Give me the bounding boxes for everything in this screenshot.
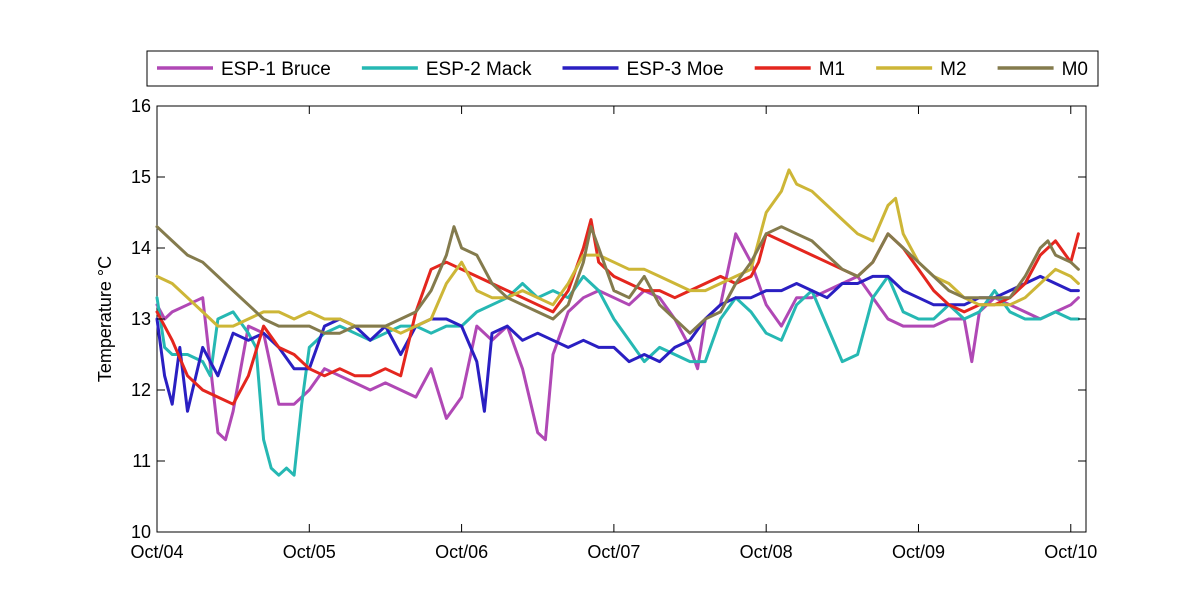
x-axis: Oct/04 Oct/05 Oct/06 Oct/07 Oct/08 Oct/09 Oct/… — [130, 106, 1097, 562]
y-tick-label: 11 — [132, 451, 151, 471]
legend: ESP-1 Bruce ESP-2 Mack ESP-3 Moe M1 M2 M0 — [146, 50, 1099, 87]
x-tick-label: Oct/10 — [1044, 542, 1097, 562]
legend-label-1: ESP-2 Mack — [426, 59, 532, 80]
y-tick-label: 10 — [131, 522, 151, 542]
series-layer — [155, 168, 1080, 477]
x-tick-label: Oct/05 — [283, 542, 336, 562]
y-axis-title: Temperature °C — [95, 256, 115, 382]
series-line-0 — [155, 232, 1080, 442]
legend-box — [146, 50, 1099, 87]
y-tick-label: 16 — [131, 96, 151, 116]
legend-label-3: M1 — [819, 59, 845, 80]
x-tick-label: Oct/06 — [435, 542, 488, 562]
legend-label-0: ESP-1 Bruce — [221, 59, 331, 80]
series-line-5 — [155, 225, 1080, 335]
y-axis: 10 11 12 13 14 15 16 — [131, 96, 1086, 542]
legend-label-2: ESP-3 Moe — [627, 59, 724, 80]
legend-label-5: M0 — [1062, 59, 1088, 80]
y-tick-label: 15 — [131, 167, 151, 187]
y-tick-label: 14 — [131, 238, 151, 258]
series-line-2 — [155, 274, 1080, 413]
y-tick-label: 13 — [131, 309, 151, 329]
x-tick-label: Oct/04 — [130, 542, 183, 562]
x-tick-label: Oct/09 — [892, 542, 945, 562]
x-tick-label: Oct/08 — [740, 542, 793, 562]
x-tick-label: Oct/07 — [587, 542, 640, 562]
y-tick-label: 12 — [131, 380, 151, 400]
series-line-3 — [155, 218, 1080, 406]
legend-label-4: M2 — [940, 59, 966, 80]
